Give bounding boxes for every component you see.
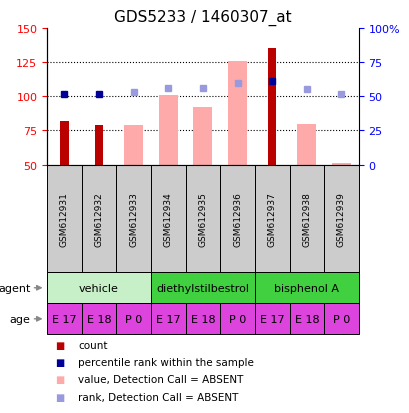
Bar <box>151 273 254 304</box>
Bar <box>81 165 116 273</box>
Text: diethylstilbestrol: diethylstilbestrol <box>156 283 249 293</box>
Bar <box>94 126 103 165</box>
Bar <box>220 165 254 273</box>
Text: ■: ■ <box>55 375 65 385</box>
Bar <box>289 165 324 273</box>
Bar <box>254 165 289 273</box>
Bar <box>47 304 81 335</box>
Bar <box>151 304 185 335</box>
Bar <box>324 304 358 335</box>
Text: value, Detection Call = ABSENT: value, Detection Call = ABSENT <box>78 375 243 385</box>
Text: GSM612938: GSM612938 <box>301 192 310 246</box>
Text: age: age <box>10 314 30 324</box>
Text: ■: ■ <box>55 340 65 350</box>
Text: GSM612936: GSM612936 <box>232 192 241 246</box>
Bar <box>193 108 212 165</box>
Bar <box>185 304 220 335</box>
Text: E 17: E 17 <box>52 314 76 324</box>
Text: ■: ■ <box>55 357 65 367</box>
Text: P 0: P 0 <box>228 314 245 324</box>
Text: percentile rank within the sample: percentile rank within the sample <box>78 357 253 367</box>
Bar <box>220 304 254 335</box>
Bar <box>254 304 289 335</box>
Bar <box>254 273 358 304</box>
Bar <box>47 273 151 304</box>
Text: GSM612939: GSM612939 <box>336 192 345 246</box>
Bar <box>116 304 151 335</box>
Text: E 17: E 17 <box>259 314 284 324</box>
Text: vehicle: vehicle <box>79 283 119 293</box>
Bar <box>81 304 116 335</box>
Text: P 0: P 0 <box>125 314 142 324</box>
Bar <box>158 96 178 165</box>
Text: GSM612935: GSM612935 <box>198 192 207 246</box>
Text: E 18: E 18 <box>190 314 215 324</box>
Bar <box>227 62 247 165</box>
Bar <box>116 165 151 273</box>
Text: bisphenol A: bisphenol A <box>274 283 339 293</box>
Bar <box>267 49 276 165</box>
Text: rank, Detection Call = ABSENT: rank, Detection Call = ABSENT <box>78 392 238 402</box>
Bar <box>47 165 81 273</box>
Text: E 18: E 18 <box>87 314 111 324</box>
Bar <box>289 304 324 335</box>
Bar <box>297 124 316 165</box>
Bar <box>324 165 358 273</box>
Text: GSM612937: GSM612937 <box>267 192 276 246</box>
Text: P 0: P 0 <box>332 314 349 324</box>
Text: E 17: E 17 <box>156 314 180 324</box>
Text: ■: ■ <box>55 392 65 402</box>
Text: GSM612934: GSM612934 <box>164 192 173 246</box>
Text: E 18: E 18 <box>294 314 318 324</box>
Text: count: count <box>78 340 107 350</box>
Text: GSM612933: GSM612933 <box>129 192 138 246</box>
Text: agent: agent <box>0 283 30 293</box>
Bar <box>151 165 185 273</box>
Bar <box>124 126 143 165</box>
Text: GSM612932: GSM612932 <box>94 192 103 246</box>
Title: GDS5233 / 1460307_at: GDS5233 / 1460307_at <box>114 10 291 26</box>
Bar <box>60 121 69 165</box>
Text: GSM612931: GSM612931 <box>60 192 69 246</box>
Bar <box>331 164 350 165</box>
Bar <box>185 165 220 273</box>
